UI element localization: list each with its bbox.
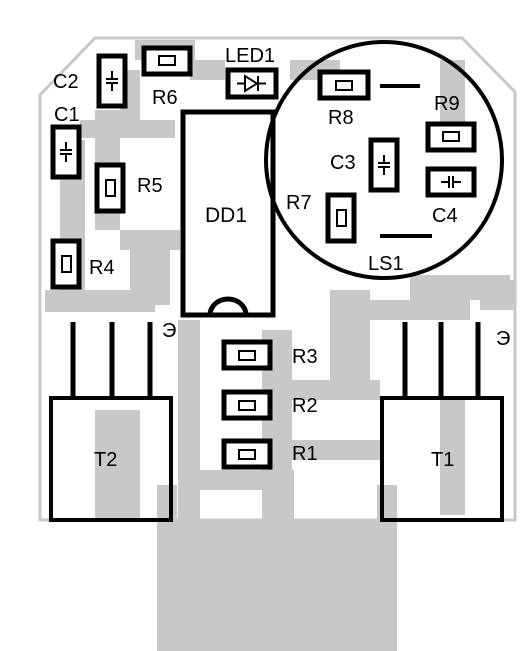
label-c2: C2	[53, 71, 79, 93]
label-c4: C4	[432, 205, 458, 227]
transistor-t1-body	[380, 396, 504, 522]
label-c3: C3	[330, 152, 356, 174]
ic-dd1-body	[180, 109, 276, 318]
label-ls1: LS1	[368, 253, 404, 275]
label-r8: R8	[328, 107, 354, 129]
label-emitter-t1: Э	[496, 328, 510, 350]
resistor-r1	[221, 438, 273, 470]
label-t2: T2	[94, 449, 117, 471]
resistor-r9	[425, 121, 477, 153]
resistor-r6	[141, 45, 193, 77]
label-emitter-t2: Э	[162, 320, 176, 342]
label-led1: LED1	[225, 45, 275, 67]
label-r5: R5	[137, 175, 163, 197]
resistor-r8	[317, 69, 371, 101]
led-led1	[225, 67, 279, 100]
label-t1: T1	[431, 449, 454, 471]
label-r1: R1	[292, 443, 318, 465]
label-r7: R7	[286, 192, 312, 214]
capacitor-c1	[50, 124, 82, 180]
label-dd1: DD1	[205, 204, 247, 227]
resistor-r2	[221, 389, 273, 421]
capacitor-c3	[368, 137, 400, 193]
transistor-leads	[70, 322, 481, 398]
label-r3: R3	[292, 346, 318, 368]
label-r4: R4	[89, 257, 115, 279]
buzzer-ls1-outline	[264, 40, 504, 280]
resistor-r7	[325, 192, 357, 244]
capacitor-c2	[96, 53, 128, 109]
resistor-r5	[94, 162, 126, 214]
label-r2: R2	[292, 395, 318, 417]
transistor-t2-body	[49, 396, 173, 522]
label-r9: R9	[434, 93, 460, 115]
resistor-r4	[50, 238, 82, 290]
capacitor-c4	[425, 166, 477, 198]
ic-dd1-notch	[207, 296, 249, 316]
resistor-r3	[221, 339, 273, 371]
label-r6: R6	[152, 87, 178, 109]
label-c1: C1	[54, 104, 80, 126]
